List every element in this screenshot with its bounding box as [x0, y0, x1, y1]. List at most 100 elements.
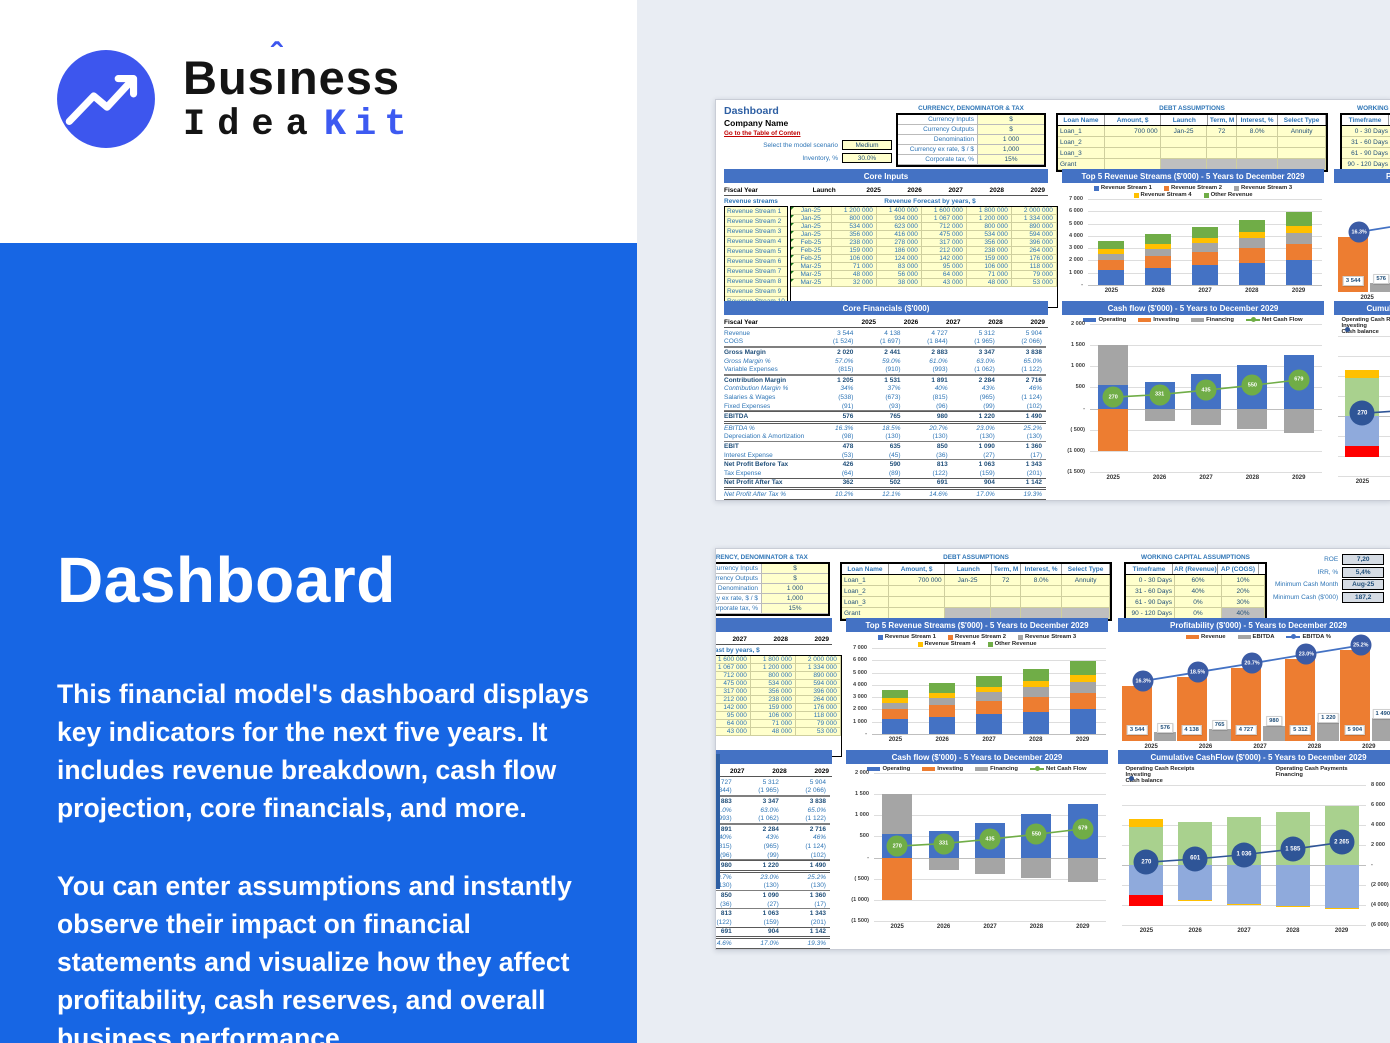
revenue-value-cell[interactable]: 43 000 [921, 279, 967, 287]
currency-row-input[interactable]: $ [761, 574, 828, 583]
revenue-value-cell[interactable]: 1 067 000 [921, 215, 967, 223]
revenue-launch-cell[interactable]: Feb-25 [790, 247, 832, 255]
currency-row-input[interactable]: 1,000 [761, 594, 828, 603]
revenue-stream-name[interactable]: Revenue Stream 3 [725, 227, 787, 237]
inventory-input[interactable]: 30.0% [842, 153, 892, 163]
debt-cell[interactable]: Loan_3 [1058, 148, 1105, 159]
revenue-value-cell[interactable]: 176 000 [795, 704, 841, 712]
revenue-stream-name[interactable]: Revenue Stream 1 [725, 207, 787, 217]
revenue-stream-name[interactable]: Revenue Stream 8 [725, 277, 787, 287]
revenue-value-cell[interactable]: 64 000 [921, 271, 967, 279]
revenue-value-cell[interactable]: 118 000 [1011, 263, 1057, 271]
revenue-value-cell[interactable]: 1 400 000 [876, 207, 922, 215]
debt-cell[interactable]: 72 [1207, 126, 1237, 137]
working-capital-cell[interactable]: 0% [1175, 597, 1222, 608]
revenue-value-cell[interactable]: 594 000 [1011, 231, 1057, 239]
revenue-value-cell[interactable]: 1 334 000 [795, 664, 841, 672]
debt-cell[interactable] [1104, 148, 1161, 159]
revenue-value-cell[interactable]: 212 000 [921, 247, 967, 255]
revenue-value-cell[interactable]: 594 000 [795, 680, 841, 688]
revenue-value-cell[interactable]: 890 000 [795, 672, 841, 680]
working-capital-cell[interactable]: 0 - 30 Days [1126, 575, 1175, 586]
working-capital-cell[interactable]: 31 - 60 Days [1126, 586, 1175, 597]
revenue-value-cell[interactable]: 32 000 [831, 279, 877, 287]
debt-cell[interactable]: 8.0% [1236, 126, 1279, 137]
revenue-value-cell[interactable]: 534 000 [750, 680, 796, 688]
debt-cell[interactable] [1160, 148, 1208, 159]
revenue-value-cell[interactable]: 71 000 [966, 271, 1012, 279]
debt-cell[interactable]: Annuity [1278, 126, 1326, 137]
working-capital-cell[interactable]: 61 - 90 Days [1126, 597, 1175, 608]
revenue-value-cell[interactable]: 48 000 [750, 728, 796, 736]
revenue-stream-name[interactable]: Revenue Stream 6 [725, 257, 787, 267]
revenue-launch-cell[interactable]: Jan-25 [790, 207, 832, 215]
currency-row-input[interactable]: 1 000 [761, 584, 828, 593]
debt-cell[interactable]: Loan_2 [1058, 137, 1105, 148]
debt-cell[interactable] [991, 597, 1021, 608]
revenue-value-cell[interactable]: 534 000 [831, 223, 877, 231]
currency-row-input[interactable]: $ [761, 564, 828, 573]
revenue-launch-cell[interactable]: Feb-25 [790, 239, 832, 247]
currency-row-input[interactable]: 1,000 [977, 145, 1044, 154]
revenue-value-cell[interactable]: 142 000 [716, 704, 751, 712]
debt-cell[interactable] [1207, 148, 1237, 159]
revenue-value-cell[interactable]: 64 000 [716, 720, 751, 728]
revenue-value-cell[interactable]: 106 000 [750, 712, 796, 720]
revenue-launch-cell[interactable]: Mar-25 [790, 271, 832, 279]
working-capital-cell[interactable]: 61 - 90 Days [1342, 148, 1390, 159]
debt-cell[interactable]: Loan_3 [842, 597, 889, 608]
revenue-value-cell[interactable]: 38 000 [876, 279, 922, 287]
revenue-launch-cell[interactable]: Feb-25 [790, 255, 832, 263]
revenue-value-cell[interactable]: 124 000 [876, 255, 922, 263]
revenue-launch-cell[interactable]: Mar-25 [790, 263, 832, 271]
revenue-value-cell[interactable]: 106 000 [966, 263, 1012, 271]
revenue-value-cell[interactable]: 317 000 [716, 688, 751, 696]
revenue-value-cell[interactable]: 176 000 [1011, 255, 1057, 263]
revenue-launch-cell[interactable]: Mar-25 [790, 279, 832, 287]
revenue-value-cell[interactable]: 317 000 [921, 239, 967, 247]
revenue-value-cell[interactable]: 71 000 [831, 263, 877, 271]
revenue-value-cell[interactable]: 534 000 [966, 231, 1012, 239]
revenue-value-cell[interactable]: 800 000 [750, 672, 796, 680]
revenue-value-cell[interactable]: 278 000 [876, 239, 922, 247]
debt-cell[interactable] [1160, 137, 1208, 148]
working-capital-cell[interactable]: 60% [1175, 575, 1222, 586]
revenue-value-cell[interactable]: 71 000 [750, 720, 796, 728]
debt-cell[interactable] [888, 597, 945, 608]
revenue-value-cell[interactable]: 53 000 [795, 728, 841, 736]
revenue-stream-name[interactable]: Revenue Stream 4 [725, 237, 787, 247]
revenue-value-cell[interactable]: 142 000 [921, 255, 967, 263]
working-capital-cell[interactable]: 31 - 60 Days [1342, 137, 1390, 148]
revenue-value-cell[interactable]: 53 000 [1011, 279, 1057, 287]
debt-cell[interactable]: Loan_1 [842, 575, 889, 586]
revenue-value-cell[interactable]: 159 000 [750, 704, 796, 712]
revenue-stream-name[interactable]: Revenue Stream 5 [725, 247, 787, 257]
debt-cell[interactable] [1207, 137, 1237, 148]
revenue-launch-cell[interactable]: Jan-25 [790, 231, 832, 239]
revenue-value-cell[interactable]: 623 000 [876, 223, 922, 231]
debt-cell[interactable]: 8.0% [1020, 575, 1063, 586]
revenue-value-cell[interactable]: 238 000 [831, 239, 877, 247]
debt-cell[interactable] [888, 586, 945, 597]
revenue-value-cell[interactable]: 264 000 [1011, 247, 1057, 255]
revenue-value-cell[interactable]: 106 000 [831, 255, 877, 263]
revenue-value-cell[interactable]: 356 000 [831, 231, 877, 239]
revenue-stream-name[interactable]: Revenue Stream 9 [725, 287, 787, 297]
revenue-value-cell[interactable]: 356 000 [966, 239, 1012, 247]
currency-row-input[interactable]: 15% [761, 604, 828, 613]
currency-row-input[interactable]: 1 000 [977, 135, 1044, 144]
revenue-value-cell[interactable]: 159 000 [966, 255, 1012, 263]
revenue-value-cell[interactable]: 396 000 [795, 688, 841, 696]
revenue-value-cell[interactable]: 1 600 000 [716, 656, 751, 664]
revenue-value-cell[interactable]: 95 000 [921, 263, 967, 271]
debt-cell[interactable]: 72 [991, 575, 1021, 586]
revenue-value-cell[interactable]: 396 000 [1011, 239, 1057, 247]
debt-cell[interactable] [1278, 137, 1326, 148]
debt-cell[interactable] [991, 586, 1021, 597]
debt-cell[interactable] [1278, 148, 1326, 159]
revenue-launch-cell[interactable]: Jan-25 [790, 215, 832, 223]
debt-cell[interactable] [944, 597, 992, 608]
revenue-value-cell[interactable]: 79 000 [1011, 271, 1057, 279]
revenue-value-cell[interactable]: 238 000 [750, 696, 796, 704]
revenue-value-cell[interactable]: 475 000 [716, 680, 751, 688]
